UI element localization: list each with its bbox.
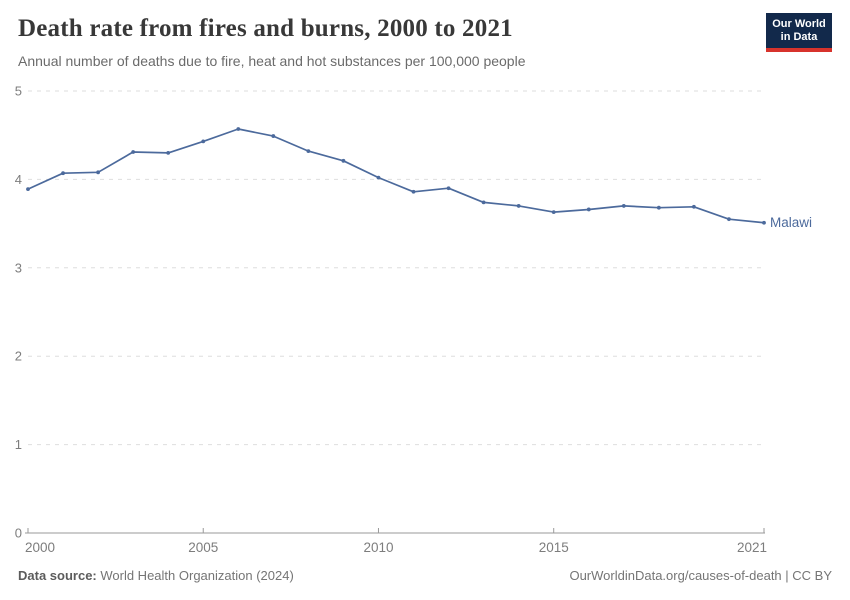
data-point[interactable] xyxy=(341,158,346,163)
data-point[interactable] xyxy=(166,150,171,155)
data-point[interactable] xyxy=(131,150,136,154)
data-point[interactable] xyxy=(481,200,486,205)
x-tick-label: 2000 xyxy=(25,540,55,555)
data-point[interactable] xyxy=(762,220,766,225)
x-tick-label: 2005 xyxy=(188,540,218,555)
owid-logo-line1: Our World xyxy=(772,18,826,30)
owid-logo-text: Our World in Data xyxy=(766,13,832,48)
x-tick-label: 2015 xyxy=(539,540,569,555)
x-tick-label: 2010 xyxy=(363,540,393,555)
y-tick-label: 0 xyxy=(15,526,22,541)
y-tick-label: 5 xyxy=(15,84,22,99)
data-point[interactable] xyxy=(516,204,521,208)
data-point[interactable] xyxy=(306,149,311,154)
series-line-malawi[interactable] xyxy=(27,128,765,224)
data-point[interactable] xyxy=(586,207,591,212)
data-point[interactable] xyxy=(26,187,30,192)
data-point[interactable] xyxy=(411,189,416,194)
chart-header: Death rate from fires and burns, 2000 to… xyxy=(18,13,758,70)
y-tick-label: 1 xyxy=(15,437,22,452)
chart-subtitle: Annual number of deaths due to fire, hea… xyxy=(18,53,526,69)
data-point[interactable] xyxy=(236,127,241,131)
owid-logo-line2: in Data xyxy=(780,31,818,43)
x-tick-label: 2021 xyxy=(737,540,767,555)
page-title: Death rate from fires and burns, 2000 to… xyxy=(18,15,513,42)
chart-footer: Data source: World Health Organization (… xyxy=(18,568,832,583)
data-source-value: World Health Organization (2024) xyxy=(96,568,294,583)
series-label-malawi: Malawi xyxy=(770,214,813,230)
owid-logo[interactable]: Our World in Data xyxy=(766,13,832,52)
y-tick-label: 2 xyxy=(15,349,22,364)
data-point[interactable] xyxy=(656,205,661,210)
data-source-note: Data source: World Health Organization (… xyxy=(18,568,294,583)
y-tick-label: 3 xyxy=(15,260,22,275)
owid-logo-stripe xyxy=(766,48,832,52)
data-point[interactable] xyxy=(96,170,100,175)
data-point[interactable] xyxy=(692,204,696,209)
attribution-link[interactable]: OurWorldinData.org/causes-of-death | CC … xyxy=(569,568,832,583)
data-point[interactable] xyxy=(446,186,451,191)
data-source-label: Data source: xyxy=(18,568,97,583)
data-point[interactable] xyxy=(201,139,206,144)
data-point[interactable] xyxy=(551,210,556,215)
data-point[interactable] xyxy=(376,175,381,180)
y-tick-label: 4 xyxy=(15,172,22,187)
data-point[interactable] xyxy=(621,204,626,208)
data-point[interactable] xyxy=(271,134,276,138)
data-point[interactable] xyxy=(727,217,731,222)
data-point[interactable] xyxy=(61,171,65,176)
